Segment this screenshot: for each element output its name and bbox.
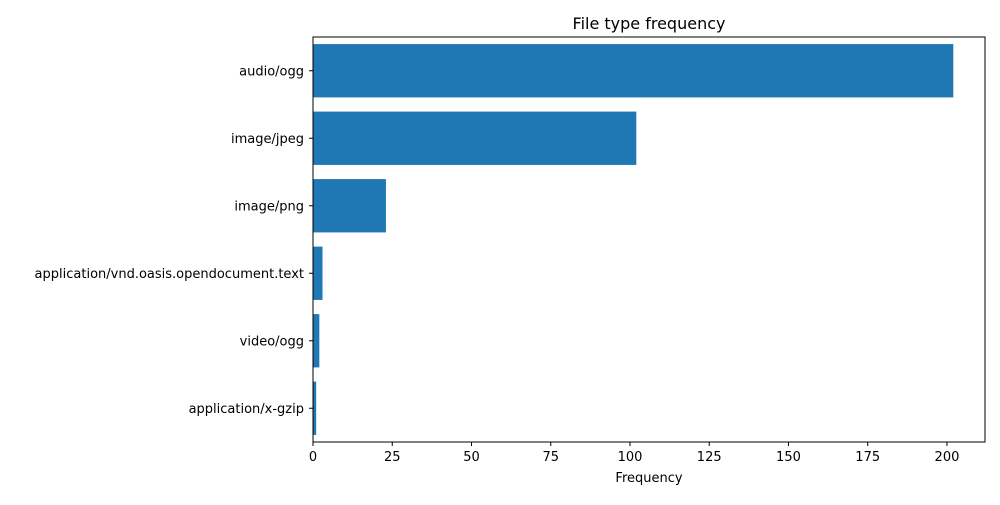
y-tick-label: image/jpeg bbox=[231, 132, 304, 147]
bar-audio-ogg bbox=[313, 44, 954, 98]
bar-application-x-gzip bbox=[313, 381, 317, 435]
x-tick-label: 50 bbox=[463, 450, 480, 465]
bars-group bbox=[313, 44, 954, 435]
x-axis-ticks: 0 25 50 75 100 125 150 175 200 bbox=[309, 442, 960, 465]
x-tick-label: 125 bbox=[697, 450, 722, 465]
x-tick-label: 200 bbox=[935, 450, 960, 465]
x-tick-label: 75 bbox=[542, 450, 559, 465]
chart-title: File type frequency bbox=[573, 14, 726, 33]
x-tick-label: 150 bbox=[776, 450, 801, 465]
y-axis-ticks: audio/ogg image/jpeg image/png application/… bbox=[35, 64, 313, 417]
x-axis-label: Frequency bbox=[615, 471, 682, 486]
bar-video-ogg bbox=[313, 314, 320, 368]
x-tick-label: 175 bbox=[855, 450, 880, 465]
y-tick-label: application/x-gzip bbox=[189, 402, 304, 417]
y-tick-label: video/ogg bbox=[240, 334, 304, 349]
y-tick-label: image/png bbox=[234, 199, 304, 214]
y-tick-label: audio/ogg bbox=[239, 64, 304, 79]
bar-image-jpeg bbox=[313, 111, 637, 165]
y-tick-label: application/vnd.oasis.opendocument.text bbox=[35, 267, 304, 282]
x-tick-label: 100 bbox=[618, 450, 643, 465]
bar-application-vnd-oasis-opendocument-text bbox=[313, 246, 323, 300]
x-tick-label: 25 bbox=[384, 450, 401, 465]
plot-frame bbox=[312, 36, 986, 443]
bar-image-png bbox=[313, 179, 386, 233]
x-tick-label: 0 bbox=[309, 450, 317, 465]
